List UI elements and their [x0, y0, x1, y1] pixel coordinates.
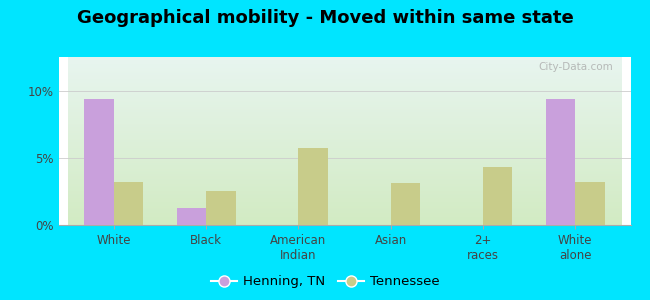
- Bar: [545, 99, 575, 225]
- Bar: [575, 182, 604, 225]
- Bar: [391, 183, 420, 225]
- Text: Geographical mobility - Moved within same state: Geographical mobility - Moved within sam…: [77, 9, 573, 27]
- Bar: [298, 148, 328, 225]
- Bar: [483, 167, 512, 225]
- Bar: [177, 208, 206, 225]
- Bar: [84, 99, 114, 225]
- Legend: Henning, TN, Tennessee: Henning, TN, Tennessee: [205, 270, 445, 293]
- Bar: [206, 191, 236, 225]
- Text: City-Data.com: City-Data.com: [539, 62, 614, 72]
- Bar: [114, 182, 144, 225]
